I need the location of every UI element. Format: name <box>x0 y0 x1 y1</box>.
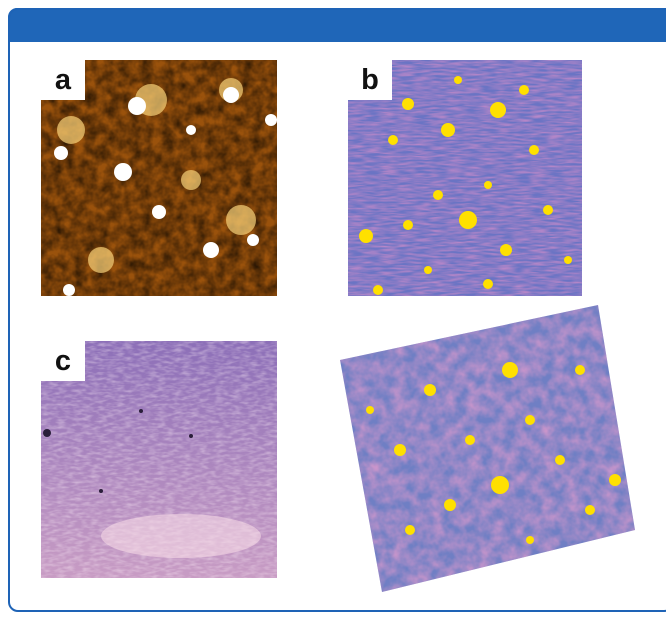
header-bar <box>8 8 666 42</box>
panel-label-b: b <box>348 60 392 100</box>
afm-image-b <box>348 60 582 296</box>
afm-3d-render <box>340 305 635 592</box>
afm-image-panel-b <box>348 60 582 296</box>
panel-label-a: a <box>41 60 85 100</box>
figure-frame <box>8 8 666 612</box>
afm-3d-render-panel <box>330 300 640 600</box>
panel-label-c: c <box>41 341 85 381</box>
